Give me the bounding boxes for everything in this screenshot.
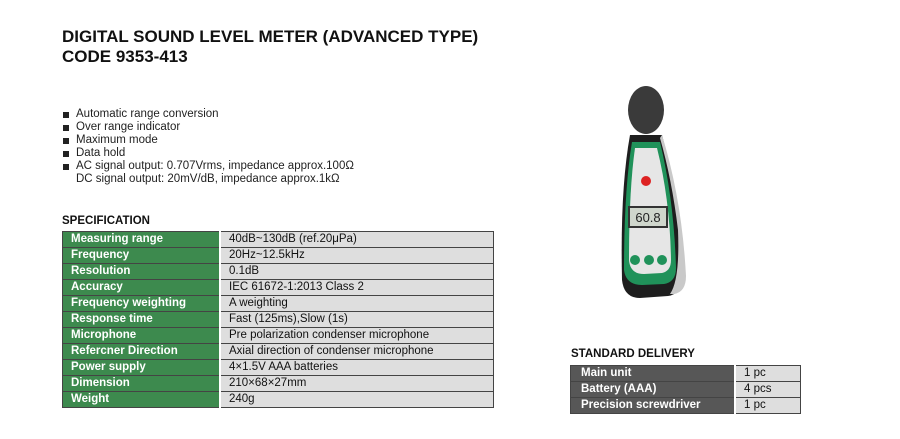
table-row: Refercner Direction Axial direction of co…	[62, 343, 494, 360]
table-row: Dimension 210×68×27mm	[62, 375, 494, 392]
row-label: Frequency weighting	[62, 295, 221, 312]
row-value: Pre polarization condenser microphone	[219, 327, 494, 344]
feature-item: Over range indicator	[62, 121, 354, 134]
row-value: 20Hz~12.5kHz	[219, 247, 494, 264]
feature-item: DC signal output: 20mV/dB, impedance app…	[76, 173, 340, 185]
row-value: 240g	[219, 391, 494, 408]
table-row: Weight 240g	[62, 391, 494, 408]
row-label: Power supply	[62, 359, 221, 376]
feature-item: Maximum mode	[62, 134, 354, 147]
row-value: 40dB~130dB (ref.20μPa)	[219, 231, 494, 248]
title-line-1: DIGITAL SOUND LEVEL METER (ADVANCED TYPE…	[62, 27, 479, 46]
feature-list: Automatic range conversion Over range in…	[62, 108, 354, 186]
row-value: 0.1dB	[219, 263, 494, 280]
table-row: Main unit 1 pc	[570, 365, 801, 382]
row-value: 4×1.5V AAA batteries	[219, 359, 494, 376]
specification-heading: SPECIFICATION	[62, 215, 150, 227]
row-label: Battery (AAA)	[570, 381, 736, 398]
row-value: 1 pc	[734, 365, 801, 382]
table-row: Frequency weighting A weighting	[62, 295, 494, 312]
table-row: Measuring range 40dB~130dB (ref.20μPa)	[62, 231, 494, 248]
feature-item: Data hold	[62, 147, 354, 160]
row-value: IEC 61672-1:2013 Class 2	[219, 279, 494, 296]
row-value: Fast (125ms),Slow (1s)	[219, 311, 494, 328]
table-row: Accuracy IEC 61672-1:2013 Class 2	[62, 279, 494, 296]
sound-level-meter-image: 60.8	[621, 86, 686, 298]
title-line-2: CODE 9353-413	[62, 47, 188, 66]
display-reading: 60.8	[635, 210, 660, 225]
table-row: Precision screwdriver 1 pc	[570, 397, 801, 414]
row-label: Resolution	[62, 263, 221, 280]
row-label: Weight	[62, 391, 221, 408]
feature-item: Automatic range conversion	[62, 108, 354, 121]
table-row: Battery (AAA) 4 pcs	[570, 381, 801, 398]
table-row: Response time Fast (125ms),Slow (1s)	[62, 311, 494, 328]
table-row: Power supply 4×1.5V AAA batteries	[62, 359, 494, 376]
row-label: Frequency	[62, 247, 221, 264]
delivery-table: Main unit 1 pc Battery (AAA) 4 pcs Precision…	[570, 365, 801, 414]
product-title: DIGITAL SOUND LEVEL METER (ADVANCED TYPE…	[62, 27, 478, 67]
delivery-heading: STANDARD DELIVERY	[571, 348, 695, 360]
row-label: Measuring range	[62, 231, 221, 248]
row-label: Accuracy	[62, 279, 221, 296]
row-value: 1 pc	[734, 397, 801, 414]
row-value: Axial direction of condenser microphone	[219, 343, 494, 360]
table-row: Microphone Pre polarization condenser mic…	[62, 327, 494, 344]
row-label: Refercner Direction	[62, 343, 221, 360]
row-value: 210×68×27mm	[219, 375, 494, 392]
table-row: Resolution 0.1dB	[62, 263, 494, 280]
specification-table: Measuring range 40dB~130dB (ref.20μPa) Fre…	[62, 231, 494, 408]
row-label: Precision screwdriver	[570, 397, 736, 414]
feature-item: AC signal output: 0.707Vrms, impedance a…	[62, 160, 354, 173]
row-label: Dimension	[62, 375, 221, 392]
row-label: Response time	[62, 311, 221, 328]
microphone-windscreen	[628, 86, 664, 134]
table-row: Frequency 20Hz~12.5kHz	[62, 247, 494, 264]
row-label: Microphone	[62, 327, 221, 344]
row-value: A weighting	[219, 295, 494, 312]
row-label: Main unit	[570, 365, 736, 382]
row-value: 4 pcs	[734, 381, 801, 398]
